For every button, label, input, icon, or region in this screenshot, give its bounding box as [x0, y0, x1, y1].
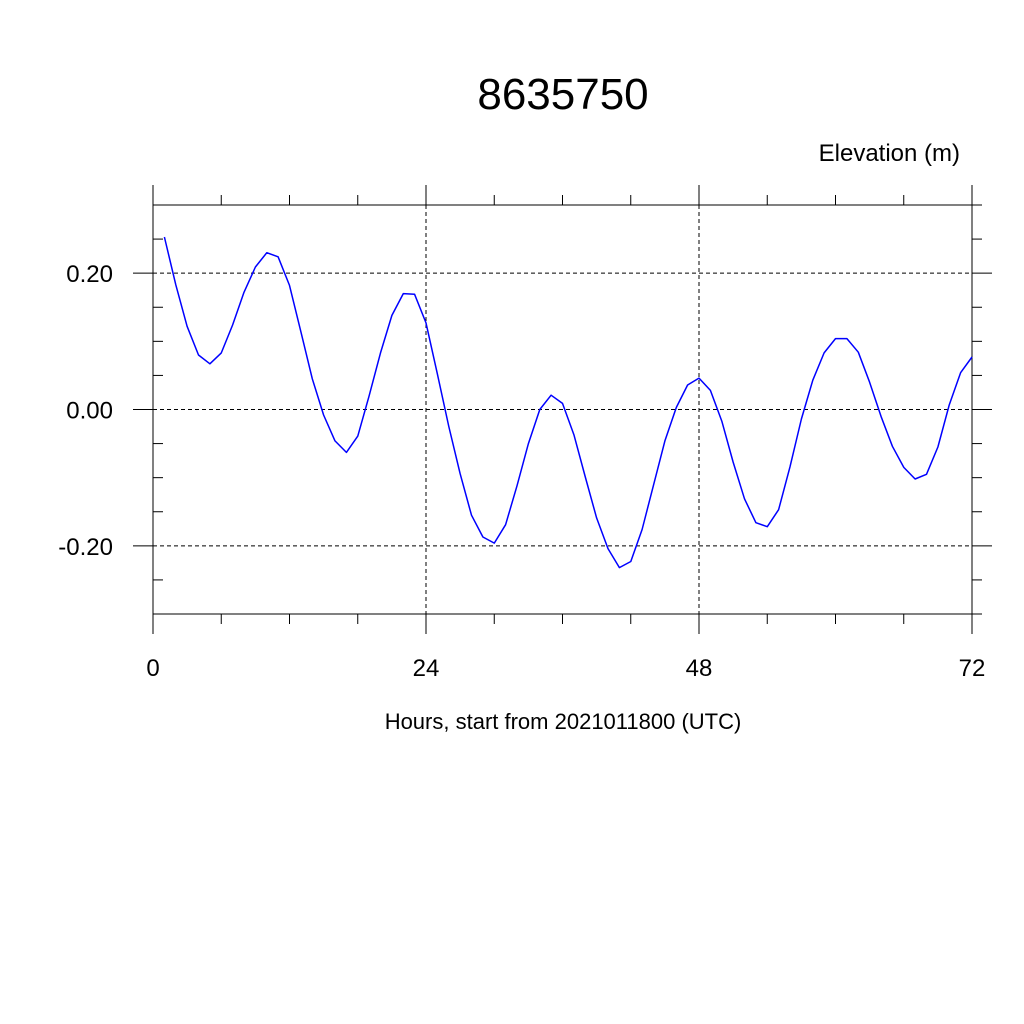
y-tick-label-2: -0.20: [58, 534, 113, 561]
grid-lines: [153, 205, 973, 614]
y-tick-label-1: 0.00: [66, 398, 113, 425]
y-tick-labels: 0.20 0.00 -0.20: [58, 261, 113, 561]
x-axis-label: Hours, start from 2021011800 (UTC): [385, 709, 742, 734]
series-line-0: [163, 236, 973, 569]
major-ticks: [133, 185, 992, 634]
y-tick-label-0: 0.20: [66, 261, 113, 288]
plot-frame: [152, 204, 973, 615]
series-layer: [163, 236, 973, 569]
y-axis-label: Elevation (m): [819, 140, 960, 167]
x-tick-label-2: 48: [686, 655, 713, 682]
chart-title: 8635750: [477, 70, 648, 119]
x-tick-label-0: 0: [146, 655, 159, 682]
x-tick-labels: 0 24 48 72: [146, 655, 985, 682]
x-tick-label-3: 72: [959, 655, 986, 682]
x-tick-label-1: 24: [413, 655, 440, 682]
